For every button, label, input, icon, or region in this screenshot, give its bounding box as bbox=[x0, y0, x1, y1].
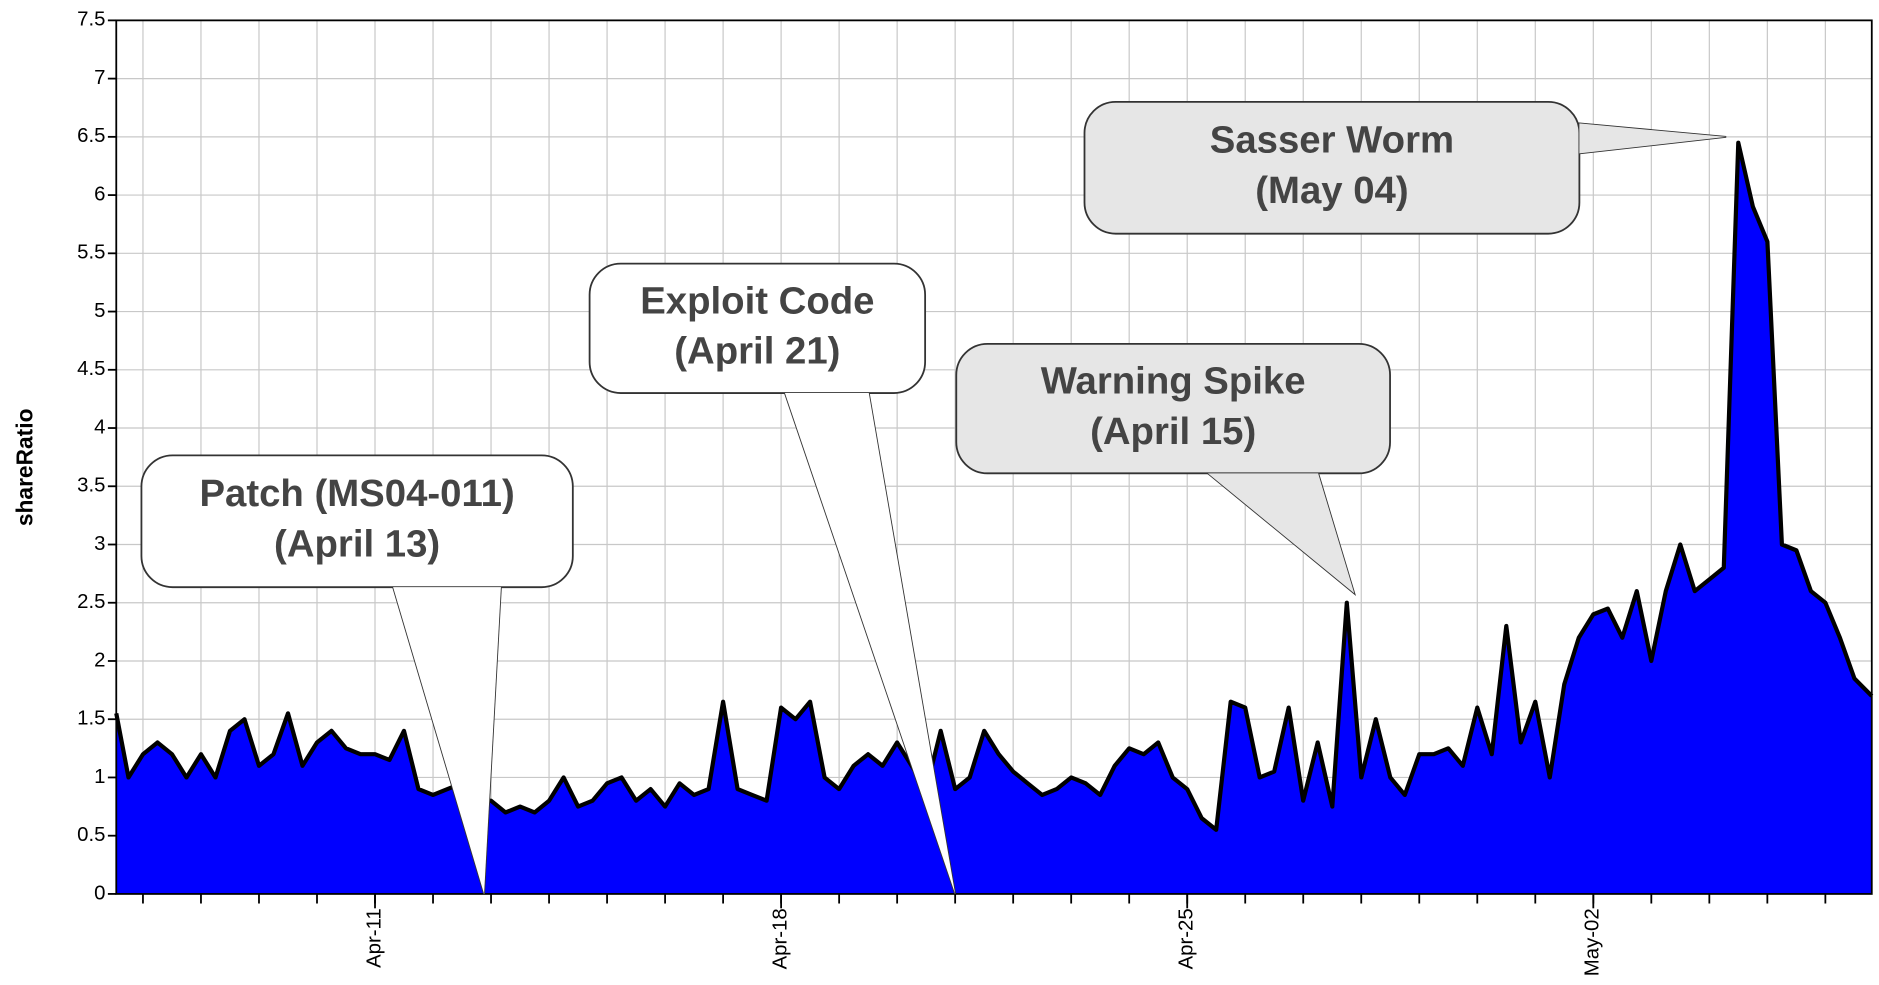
callout-box bbox=[955, 343, 1391, 475]
callout-box bbox=[588, 262, 927, 394]
y-tick-label: 0 bbox=[94, 882, 105, 904]
y-tick-label: 1 bbox=[94, 766, 105, 788]
y-tick-label: 4 bbox=[94, 416, 105, 438]
y-tick-label: 0.5 bbox=[77, 824, 105, 846]
callout-text: (April 13) bbox=[274, 523, 440, 566]
callout-text: (May 04) bbox=[1255, 169, 1408, 212]
area bbox=[116, 142, 1872, 894]
callout-join bbox=[784, 393, 956, 894]
callout-join bbox=[393, 587, 501, 894]
callout-text: (April 15) bbox=[1090, 410, 1256, 453]
y-tick-label: 7.5 bbox=[77, 9, 105, 31]
callout-text: (April 21) bbox=[674, 330, 840, 373]
x-tick-label: Apr-18 bbox=[769, 908, 791, 969]
line bbox=[114, 140, 1874, 832]
x-tick-label: Apr-11 bbox=[363, 908, 385, 968]
y-tick-label: 3 bbox=[94, 533, 105, 555]
callout-text: Sasser Worm bbox=[1210, 119, 1454, 162]
y-axis-label: shareRatio bbox=[11, 408, 37, 526]
callout-text: Patch (MS04-011) bbox=[199, 472, 514, 515]
y-tick-label: 6 bbox=[94, 183, 105, 205]
y-tick-label: 5 bbox=[94, 300, 105, 322]
callout-text: Warning Spike bbox=[1041, 360, 1306, 403]
plot-frame bbox=[115, 19, 1873, 895]
y-tick-label: 6.5 bbox=[77, 125, 105, 147]
callout-box bbox=[140, 454, 574, 589]
y-tick-label: 2 bbox=[94, 649, 105, 671]
x-tick-label: Apr-25 bbox=[1176, 908, 1198, 969]
callout-join bbox=[1579, 123, 1727, 154]
callout-text: Exploit Code bbox=[640, 279, 874, 322]
callout: Sasser Worm (May 04) bbox=[1083, 100, 1727, 235]
callout: Exploit Code (April 21) bbox=[588, 262, 957, 895]
y-tick-label: 7 bbox=[94, 67, 105, 89]
callout: Warning Spike (April 15) bbox=[955, 343, 1391, 596]
callout-box bbox=[1083, 100, 1581, 235]
y-tick-label: 5.5 bbox=[77, 242, 105, 264]
y-tick-label: 2.5 bbox=[77, 591, 105, 613]
callout: Patch (MS04-011) (April 13) bbox=[140, 454, 574, 895]
y-tick-label: 1.5 bbox=[77, 708, 105, 730]
y-tick-label: 3.5 bbox=[77, 475, 105, 497]
y-tick-label: 4.5 bbox=[77, 358, 105, 380]
x-tick-label: May-02 bbox=[1582, 908, 1604, 976]
